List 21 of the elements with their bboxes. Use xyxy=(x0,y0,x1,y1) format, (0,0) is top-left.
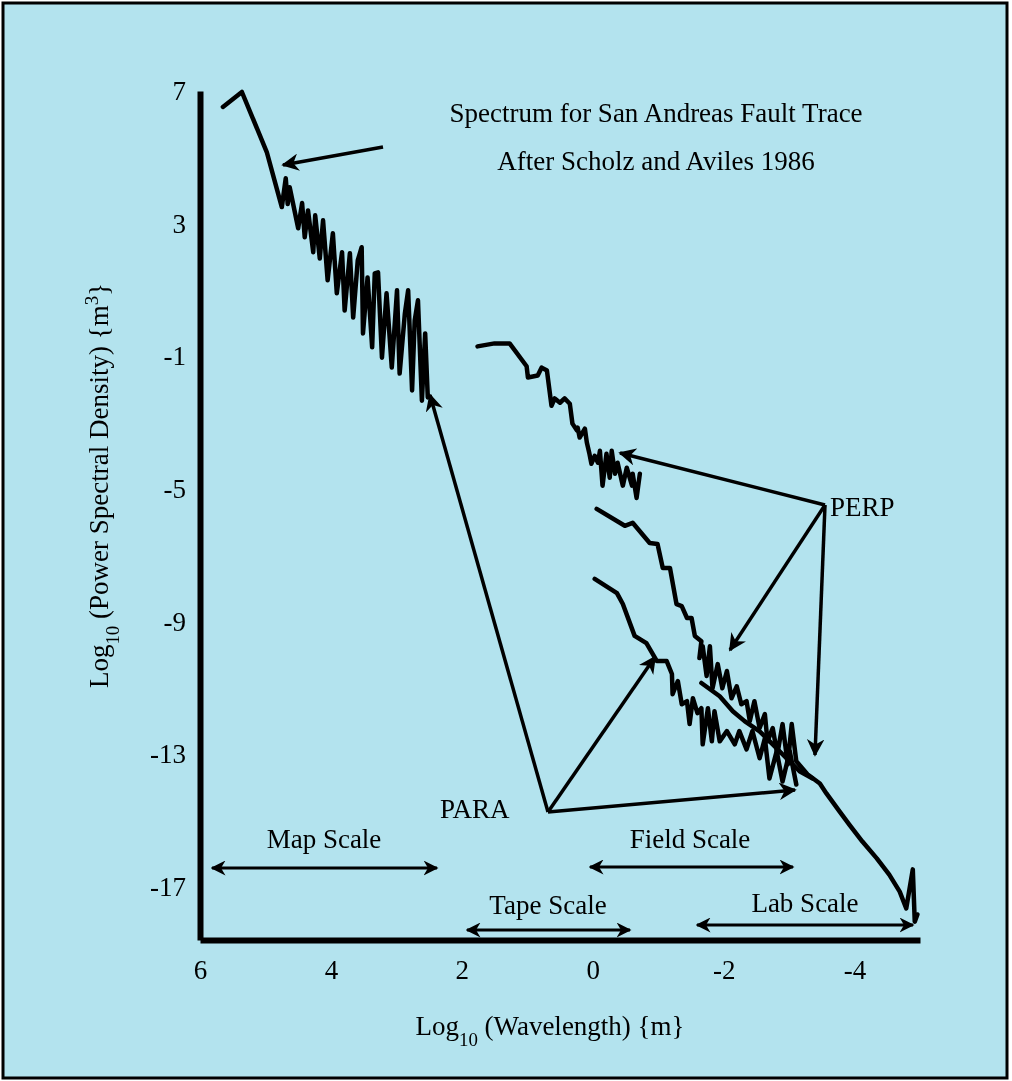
x-tick-label: 0 xyxy=(586,955,600,986)
y-tick-label: -5 xyxy=(163,474,186,505)
x-tick-label: -4 xyxy=(843,955,867,986)
y-tick-label: -1 xyxy=(163,341,186,372)
x-axis-title: Log$_{10}$ (Wavelength) {m} xyxy=(415,1011,685,1050)
annotation: PERP xyxy=(830,492,895,522)
annotation: Map Scale xyxy=(266,824,382,854)
annotation: Field Scale xyxy=(629,824,751,854)
y-tick-label: 7 xyxy=(172,76,186,107)
annotation: Tape Scale xyxy=(489,890,607,920)
x-tick-label: 4 xyxy=(324,955,339,986)
y-tick-label: -9 xyxy=(163,606,186,637)
y-tick-label: 3 xyxy=(172,208,186,239)
y-tick-label: -17 xyxy=(150,872,186,903)
x-tick-label: 2 xyxy=(455,955,470,986)
x-tick-label: 6 xyxy=(193,955,208,986)
annotation: PARA xyxy=(440,794,511,824)
y-tick-label: -13 xyxy=(150,739,186,770)
annotation: Lab Scale xyxy=(751,888,859,918)
x-tick-label: -2 xyxy=(712,955,736,986)
annotation: Spectrum for San Andreas Fault Trace After Scholz and Aviles 1986 xyxy=(449,98,863,176)
